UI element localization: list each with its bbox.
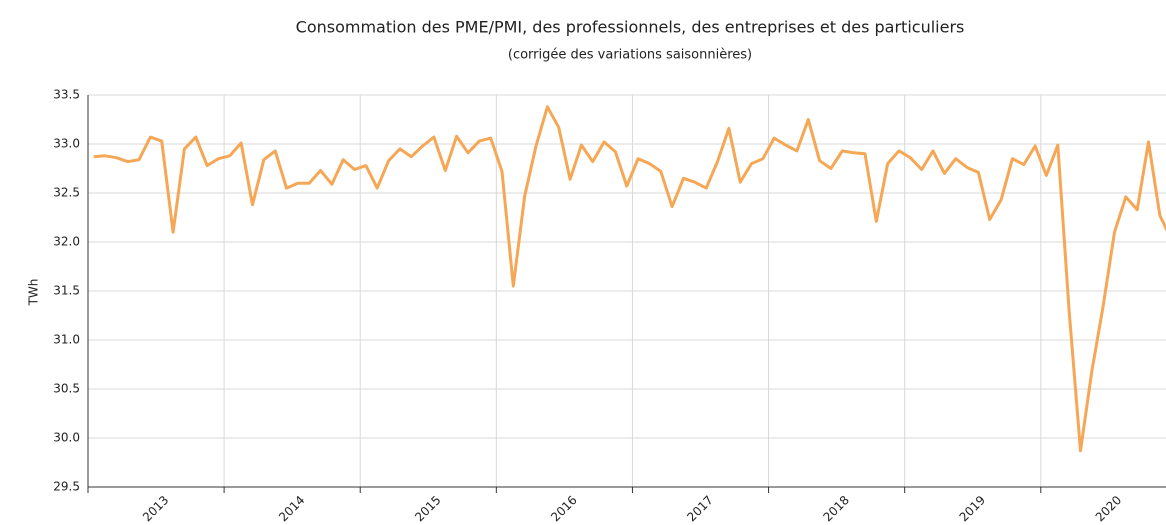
x-tick-label: 2013: [140, 493, 171, 524]
x-tick-label: 2017: [684, 493, 715, 524]
y-tick-label: 32.5: [53, 186, 80, 200]
y-tick-label: 33.0: [53, 137, 80, 151]
y-tick-label: 30.5: [53, 382, 80, 396]
x-tick-label: 2016: [548, 493, 579, 524]
y-axis-label: TWh: [27, 279, 41, 307]
grid: [87, 94, 1166, 488]
line-series: [93, 105, 1166, 453]
chart-subtitle: (corrigée des variations saisonnières): [508, 48, 752, 63]
x-tick-label: 2014: [276, 493, 307, 524]
chart-title: Consommation des PME/PMI, des profession…: [296, 18, 965, 37]
y-tick-label: 30.0: [53, 431, 80, 445]
y-tick-label: 31.0: [53, 333, 80, 347]
y-tick-label: 31.5: [53, 284, 80, 298]
x-tick-label: 2018: [821, 493, 852, 524]
x-tick-label: 2019: [957, 493, 988, 524]
y-tick-label: 32.0: [53, 235, 80, 249]
x-tick-label: 2015: [412, 493, 443, 524]
y-tick-label: 33.5: [53, 88, 80, 102]
y-tick-label: 29.5: [53, 480, 80, 494]
x-tick-label: 2020: [1093, 493, 1124, 524]
plot: [93, 105, 1166, 453]
